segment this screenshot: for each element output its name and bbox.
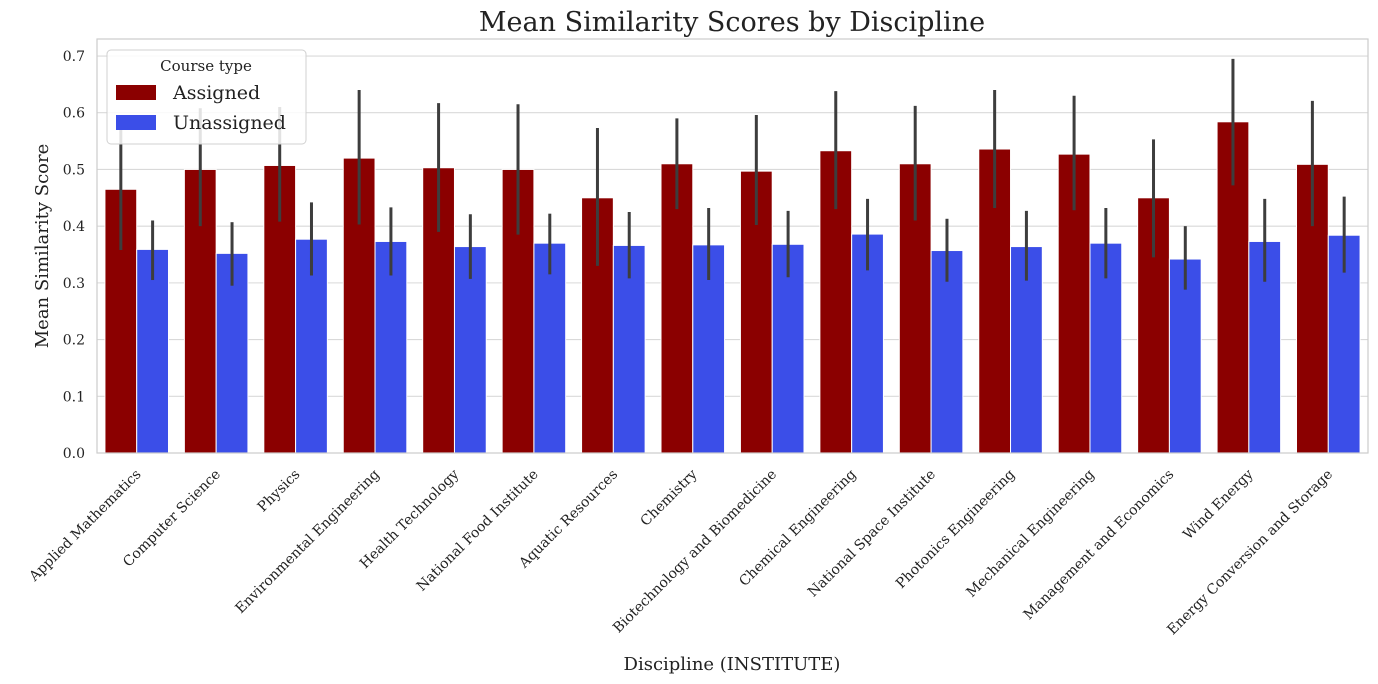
bar-unassigned bbox=[215, 252, 249, 454]
plot-frame bbox=[96, 38, 1369, 454]
legend-label-assigned: Assigned bbox=[172, 82, 260, 104]
chart-title: Mean Similarity Scores by Discipline bbox=[479, 7, 985, 38]
legend-title: Course type bbox=[160, 57, 252, 75]
x-axis-label: Discipline (INSTITUTE) bbox=[624, 654, 841, 675]
legend-swatch-unassigned bbox=[116, 115, 156, 130]
x-tick-label: Applied Mathematics bbox=[26, 467, 145, 586]
y-tick-label: 0.2 bbox=[63, 333, 85, 349]
legend-box bbox=[106, 49, 307, 145]
y-tick-label: 0.4 bbox=[63, 219, 85, 235]
y-tick-label: 0.7 bbox=[63, 49, 85, 65]
x-tick-label: National Space Institute bbox=[805, 467, 939, 601]
bar-unassigned bbox=[533, 242, 567, 454]
x-tick-label: Management and Economics bbox=[1021, 467, 1178, 624]
y-tick-label: 0.1 bbox=[63, 389, 85, 405]
bars bbox=[104, 121, 1361, 454]
y-tick-label: 0.3 bbox=[63, 276, 85, 292]
bar-unassigned bbox=[453, 246, 487, 454]
bar-unassigned bbox=[1010, 246, 1043, 454]
x-tick-label: Chemistry bbox=[638, 466, 701, 529]
y-axis-label: Mean Similarity Score bbox=[32, 144, 53, 349]
x-tick-label: Environmental Engineering bbox=[232, 466, 382, 616]
x-tick-label: Physics bbox=[255, 467, 304, 516]
bar-unassigned bbox=[771, 243, 805, 454]
legend: Course type Assigned Unassigned bbox=[106, 49, 307, 145]
x-tick-label: Mechanical Engineering bbox=[964, 466, 1098, 600]
x-tick-label: Energy Conversion and Storage bbox=[1164, 467, 1336, 639]
y-tick-label: 0.6 bbox=[63, 106, 85, 122]
bar-unassigned bbox=[1168, 258, 1202, 454]
legend-swatch-assigned bbox=[116, 85, 156, 100]
x-tick-label: Wind Energy bbox=[1180, 466, 1257, 543]
y-axis-ticks: 0.0 0.1 0.2 0.3 0.4 0.5 0.6 0.7 bbox=[63, 49, 85, 462]
y-tick-label: 0.0 bbox=[63, 446, 85, 462]
y-tick-label: 0.5 bbox=[63, 162, 85, 178]
bar-unassigned bbox=[851, 233, 884, 454]
bar-unassigned bbox=[374, 240, 408, 454]
bar-unassigned bbox=[930, 250, 964, 454]
x-tick-label: Biotechnology and Biomedicine bbox=[610, 467, 780, 637]
legend-label-unassigned: Unassigned bbox=[173, 112, 286, 134]
